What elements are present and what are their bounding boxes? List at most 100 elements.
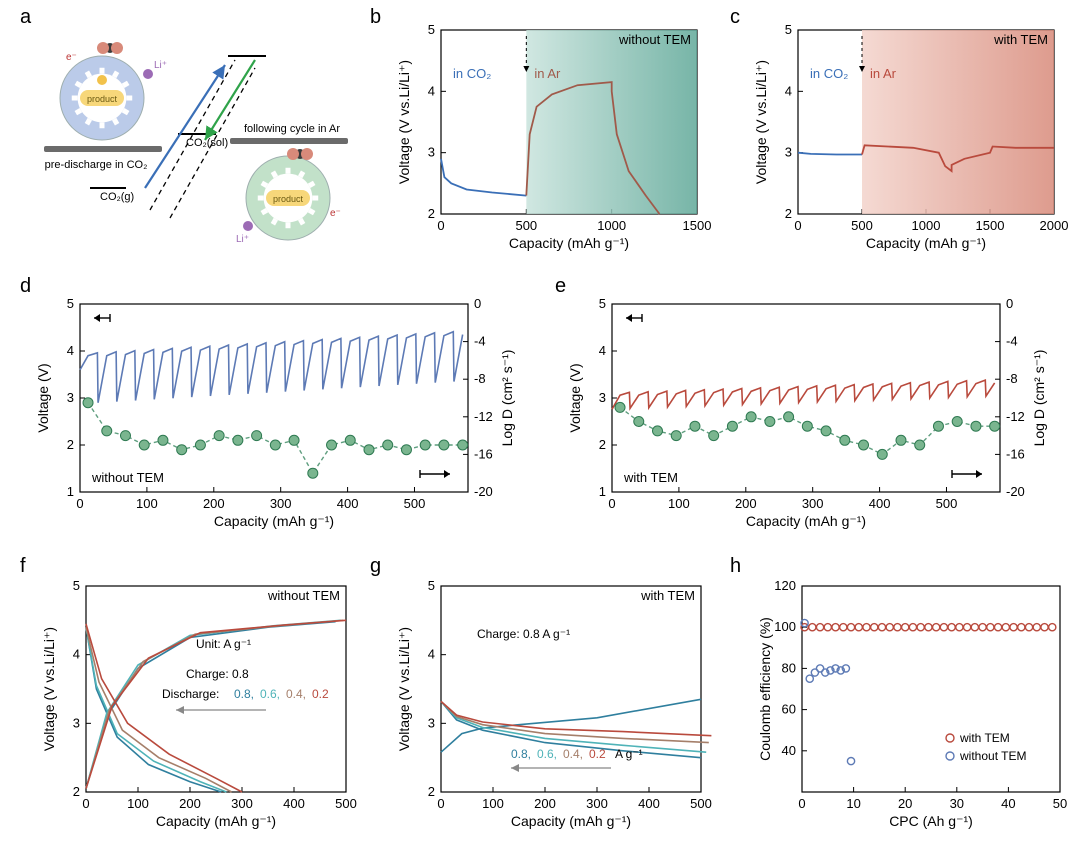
svg-text:4: 4: [428, 83, 435, 98]
panel-c: 05001000150020002345Capacity (mAh g⁻¹)Vo…: [742, 14, 1072, 266]
svg-text:Discharge:: Discharge:: [162, 687, 219, 701]
svg-text:2: 2: [73, 784, 80, 799]
svg-text:400: 400: [337, 496, 359, 511]
svg-text:0: 0: [1006, 296, 1013, 311]
svg-text:0.2: 0.2: [589, 747, 606, 761]
svg-text:Coulomb efficiency (%): Coulomb efficiency (%): [757, 617, 773, 761]
svg-text:product: product: [273, 194, 304, 204]
svg-text:300: 300: [231, 796, 253, 811]
svg-text:100: 100: [774, 619, 796, 634]
svg-text:-16: -16: [1006, 446, 1025, 461]
svg-text:3: 3: [428, 145, 435, 160]
svg-text:e⁻: e⁻: [330, 208, 341, 219]
svg-text:1: 1: [599, 484, 606, 499]
svg-text:with TEM: with TEM: [959, 731, 1010, 745]
svg-text:Voltage (V vs.Li/Li⁺): Voltage (V vs.Li/Li⁺): [41, 627, 57, 751]
svg-text:Voltage (V): Voltage (V): [35, 363, 51, 432]
svg-text:Capacity (mAh g⁻¹): Capacity (mAh g⁻¹): [746, 513, 866, 529]
svg-text:2: 2: [67, 437, 74, 452]
panel-e: 010020030040050012345Capacity (mAh g⁻¹)V…: [562, 290, 1072, 545]
svg-text:1000: 1000: [912, 218, 941, 233]
panel-label-b: b: [370, 6, 381, 29]
svg-text:-4: -4: [474, 334, 486, 349]
svg-text:0.4,: 0.4,: [286, 687, 306, 701]
svg-text:with TEM: with TEM: [993, 32, 1048, 47]
svg-text:0.2: 0.2: [312, 687, 329, 701]
svg-text:100: 100: [482, 796, 504, 811]
svg-text:400: 400: [869, 496, 891, 511]
svg-text:Charge: 0.8 A g⁻¹: Charge: 0.8 A g⁻¹: [477, 627, 570, 641]
svg-text:300: 300: [586, 796, 608, 811]
svg-text:Voltage (V vs.Li/Li⁺): Voltage (V vs.Li/Li⁺): [396, 60, 412, 184]
svg-text:100: 100: [127, 796, 149, 811]
svg-text:4: 4: [785, 83, 792, 98]
svg-text:without TEM: without TEM: [91, 470, 164, 485]
svg-text:-4: -4: [1006, 334, 1018, 349]
panel-a: productLi⁺e⁻pre-discharge in CO₂CO₂(g)CO…: [30, 20, 360, 265]
svg-text:500: 500: [851, 218, 873, 233]
svg-text:4: 4: [73, 647, 80, 662]
svg-text:Capacity (mAh g⁻¹): Capacity (mAh g⁻¹): [511, 813, 631, 829]
svg-text:-8: -8: [1006, 371, 1018, 386]
svg-text:5: 5: [73, 578, 80, 593]
svg-text:5: 5: [785, 22, 792, 37]
svg-text:Charge: 0.8: Charge: 0.8: [186, 667, 249, 681]
svg-text:200: 200: [179, 796, 201, 811]
svg-text:0.4,: 0.4,: [563, 747, 583, 761]
panel-label-f: f: [20, 555, 26, 578]
svg-text:Log D (cm² s⁻¹): Log D (cm² s⁻¹): [499, 350, 515, 447]
svg-text:200: 200: [735, 496, 757, 511]
svg-text:50: 50: [1053, 796, 1067, 811]
svg-text:Voltage (V): Voltage (V): [567, 363, 583, 432]
svg-text:CO₂(g): CO₂(g): [100, 191, 134, 203]
svg-text:500: 500: [936, 496, 958, 511]
svg-text:0: 0: [437, 796, 444, 811]
svg-text:-20: -20: [1006, 484, 1025, 499]
svg-text:200: 200: [203, 496, 225, 511]
svg-text:A g⁻¹: A g⁻¹: [615, 747, 643, 761]
svg-text:Voltage (V vs.Li/Li⁺): Voltage (V vs.Li/Li⁺): [396, 627, 412, 751]
svg-text:-12: -12: [474, 409, 493, 424]
svg-text:120: 120: [774, 578, 796, 593]
svg-text:300: 300: [802, 496, 824, 511]
panel-g: 01002003004005002345Capacity (mAh g⁻¹)Vo…: [385, 570, 720, 845]
svg-text:300: 300: [270, 496, 292, 511]
svg-text:500: 500: [690, 796, 712, 811]
svg-text:2000: 2000: [1040, 218, 1069, 233]
panel-f: 01002003004005002345Capacity (mAh g⁻¹)Vo…: [30, 570, 365, 845]
svg-text:4: 4: [67, 343, 74, 358]
panel-b: 0500100015002345Capacity (mAh g⁻¹)Voltag…: [385, 14, 720, 266]
svg-text:2: 2: [428, 784, 435, 799]
svg-text:5: 5: [599, 296, 606, 311]
svg-text:Capacity (mAh g⁻¹): Capacity (mAh g⁻¹): [866, 235, 986, 251]
panel-d: 010020030040050012345Capacity (mAh g⁻¹)V…: [30, 290, 540, 545]
panel-label-c: c: [730, 6, 740, 29]
svg-text:400: 400: [638, 796, 660, 811]
svg-text:3: 3: [599, 390, 606, 405]
svg-text:100: 100: [668, 496, 690, 511]
svg-text:in Ar: in Ar: [870, 66, 897, 81]
svg-text:5: 5: [67, 296, 74, 311]
svg-text:pre-discharge in CO₂: pre-discharge in CO₂: [45, 159, 148, 171]
svg-text:1500: 1500: [683, 218, 712, 233]
svg-text:5: 5: [428, 578, 435, 593]
svg-text:30: 30: [950, 796, 964, 811]
svg-text:0: 0: [76, 496, 83, 511]
svg-text:2: 2: [599, 437, 606, 452]
svg-text:3: 3: [67, 390, 74, 405]
panel-label-g: g: [370, 555, 381, 578]
svg-text:in Ar: in Ar: [534, 66, 561, 81]
svg-text:500: 500: [515, 218, 537, 233]
svg-text:3: 3: [785, 145, 792, 160]
svg-text:1000: 1000: [597, 218, 626, 233]
svg-text:with TEM: with TEM: [623, 470, 678, 485]
svg-text:Li⁺: Li⁺: [154, 60, 167, 71]
svg-text:without TEM: without TEM: [618, 32, 691, 47]
svg-text:Log D (cm² s⁻¹): Log D (cm² s⁻¹): [1031, 350, 1047, 447]
svg-text:3: 3: [428, 715, 435, 730]
svg-text:2: 2: [785, 206, 792, 221]
svg-text:-16: -16: [474, 446, 493, 461]
svg-text:1500: 1500: [976, 218, 1005, 233]
svg-text:0: 0: [437, 218, 444, 233]
svg-text:Capacity (mAh g⁻¹): Capacity (mAh g⁻¹): [156, 813, 276, 829]
